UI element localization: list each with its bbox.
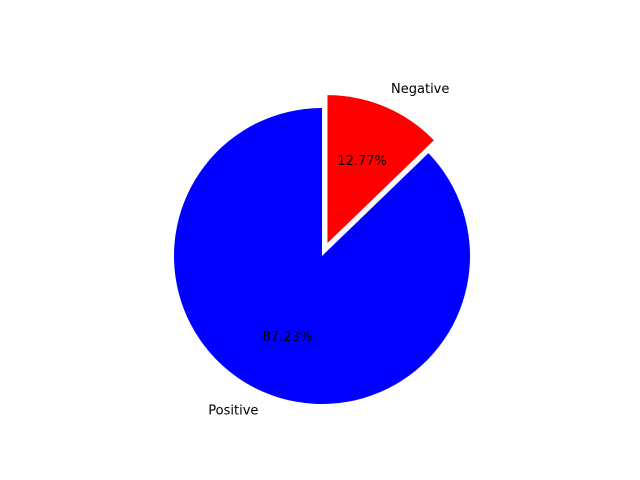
pie-slices — [174, 95, 471, 404]
slice-label-positive: Positive — [208, 404, 258, 419]
slice-label-negative: Negative — [391, 82, 449, 97]
slice-percent-negative: 12.77% — [337, 154, 387, 169]
pie-slice-negative — [327, 95, 434, 244]
pie-labels: Negative 12.77% Positive 87.23% — [208, 82, 449, 418]
pie-slice-positive — [174, 107, 471, 404]
slice-percent-positive: 87.23% — [263, 330, 313, 345]
